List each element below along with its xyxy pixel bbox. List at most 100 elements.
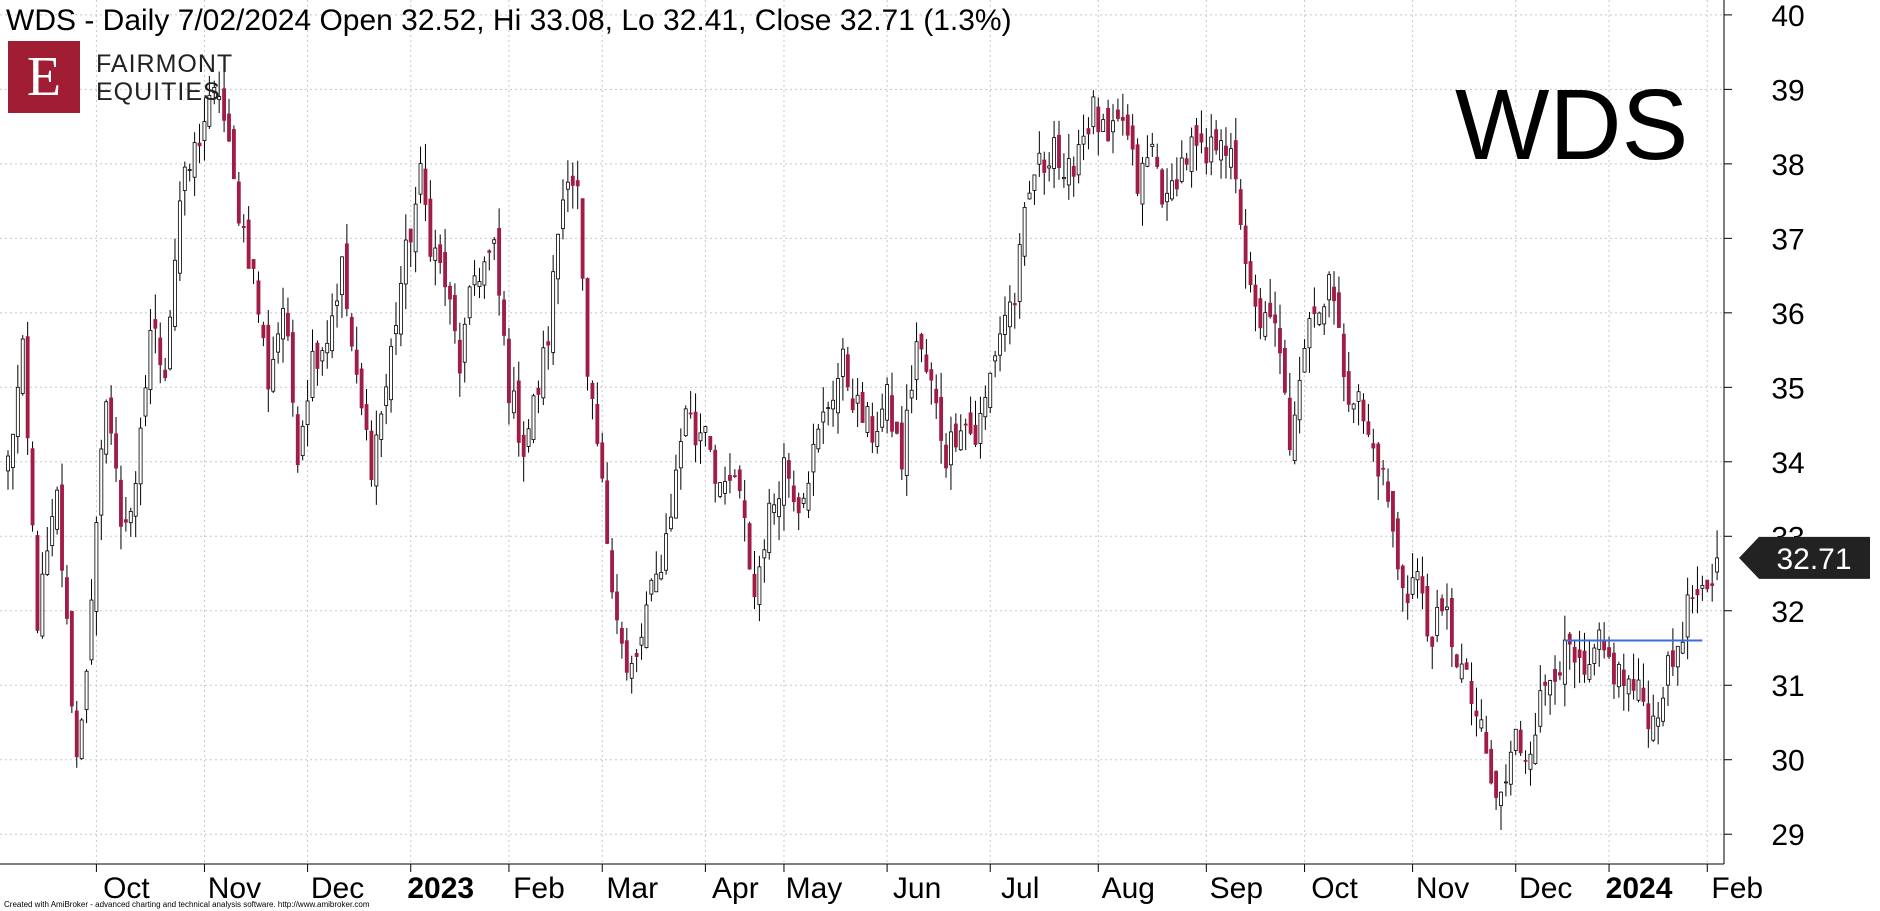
candle-body <box>1430 636 1435 647</box>
candle-body <box>762 549 767 559</box>
candle-body <box>914 341 919 381</box>
candle-body <box>271 359 276 392</box>
plot-frame <box>0 0 1725 865</box>
candle-body <box>1278 328 1282 354</box>
candle-body <box>1204 147 1209 164</box>
candle-body <box>344 243 349 310</box>
candle-body <box>143 387 148 417</box>
candle-body <box>546 341 551 346</box>
candle-body <box>207 94 212 127</box>
candle-body <box>55 489 60 530</box>
candle-body <box>192 142 197 178</box>
candle-body <box>168 316 172 370</box>
candle-body <box>953 423 958 448</box>
candle-body <box>1651 715 1656 741</box>
candle-body <box>541 347 546 399</box>
candle-body <box>1474 710 1479 717</box>
candle-body <box>777 498 781 518</box>
candle-body <box>119 479 123 527</box>
candle-body <box>737 469 742 492</box>
candle-body <box>1071 165 1076 177</box>
candle-body <box>1670 650 1675 667</box>
candle-body <box>811 443 816 473</box>
logo-line-1: FAIRMONT <box>96 50 234 78</box>
candle-body <box>65 577 69 619</box>
candle-body <box>467 286 472 319</box>
candle-body <box>389 346 393 401</box>
candle-body <box>511 390 516 414</box>
candlestick-series <box>6 67 1720 831</box>
candle-body <box>202 121 207 142</box>
candle-body <box>1607 647 1611 657</box>
candle-body <box>138 427 143 485</box>
candle-body <box>1376 443 1381 477</box>
candle-body <box>531 395 536 441</box>
candle-body <box>1327 274 1332 301</box>
last-price-tag: 32.71 <box>1739 536 1870 579</box>
x-tick-label: Oct <box>103 872 150 905</box>
candle-body <box>1061 176 1066 180</box>
candle-body <box>1538 690 1543 727</box>
candle-body <box>526 428 531 447</box>
candle-body <box>649 579 654 595</box>
candle-body <box>1454 654 1459 668</box>
candle-body <box>153 319 158 329</box>
y-tick-label: 30 <box>1771 745 1804 778</box>
candle-body <box>968 412 973 434</box>
candle-body <box>590 382 595 399</box>
candle-body <box>217 96 222 101</box>
candle-body <box>1562 639 1567 685</box>
candle-body <box>659 571 664 580</box>
candle-body <box>939 396 944 441</box>
candle-body <box>561 199 565 230</box>
candle-body <box>772 504 777 513</box>
candle-body <box>330 315 335 352</box>
candle-body <box>418 163 423 195</box>
candle-body <box>978 413 983 444</box>
candle-body <box>1705 579 1710 590</box>
candle-body <box>949 431 953 466</box>
candle-body <box>310 350 315 398</box>
x-tick-label: 2024 <box>1606 872 1673 905</box>
candle-body <box>728 474 732 481</box>
candle-body <box>109 397 114 434</box>
candle-body <box>403 239 408 285</box>
candle-body <box>45 550 50 575</box>
candle-body <box>35 535 40 631</box>
candle-body <box>958 430 963 451</box>
candle-body <box>1361 399 1366 422</box>
candle-body <box>423 168 428 205</box>
candle-body <box>1332 286 1336 302</box>
candle-body <box>1528 753 1533 770</box>
price-tag-label: 32.71 <box>1776 543 1851 576</box>
x-axis: Oct Nov Dec 2023 Feb Mar Apr May Jun Jul Aug Sep Oct… <box>95 864 1763 905</box>
y-tick-label: 38 <box>1771 149 1804 182</box>
candle-body <box>452 295 457 332</box>
candle-body <box>1715 557 1720 573</box>
candle-body <box>1007 301 1012 328</box>
candle-body <box>1386 481 1390 502</box>
candle-body <box>944 444 948 469</box>
candle-body <box>40 573 45 637</box>
fairmont-logo-text: FAIRMONT EQUITIES <box>96 50 233 106</box>
candle-body <box>752 573 757 598</box>
candle-body <box>1012 303 1017 306</box>
candle-body <box>757 566 762 605</box>
candle-body <box>305 400 310 425</box>
candle-body <box>448 285 452 300</box>
candle-body <box>664 533 669 571</box>
x-tick-label: Nov <box>1416 872 1469 905</box>
y-tick-label: 29 <box>1771 819 1804 852</box>
candle-body <box>1253 284 1258 307</box>
candle-body <box>1518 729 1523 754</box>
candle-body <box>1238 189 1243 225</box>
candle-body <box>870 416 875 443</box>
candle-body <box>1268 302 1273 317</box>
candle-body <box>521 434 526 457</box>
candle-body <box>1626 678 1631 695</box>
candle-body <box>477 281 482 287</box>
candle-body <box>1459 663 1464 680</box>
candle-body <box>1282 347 1287 393</box>
candle-body <box>15 386 20 437</box>
